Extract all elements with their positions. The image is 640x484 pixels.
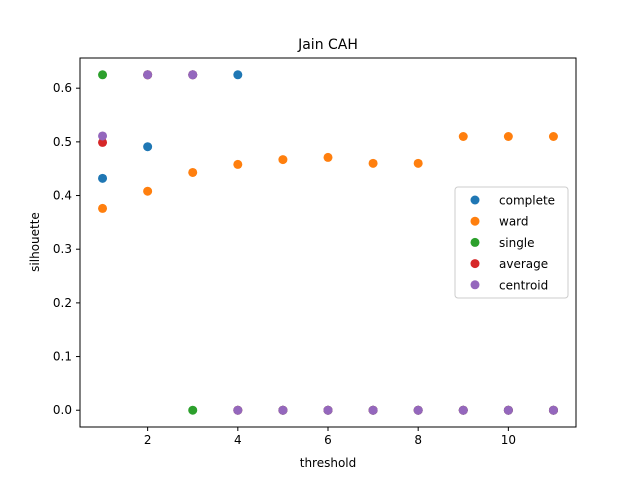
data-point-ward-5 [323,152,333,162]
y-axis-ticks: 0.0 0.1 0.2 0.3 0.4 0.5 0.6 [53,81,80,417]
data-point-centroid-4 [278,405,288,415]
legend-marker-average [470,259,480,269]
data-point-centroid-7 [413,405,423,415]
data-point-ward-9 [503,132,513,141]
data-point-centroid-0 [98,131,108,141]
y-tick-label: 0.1 [53,350,72,364]
data-point-complete-0 [98,173,108,183]
legend: complete ward single average centroid [454,186,569,299]
y-tick-label: 0.6 [53,81,72,95]
x-tick-label: 8 [414,433,422,447]
data-point-centroid-3 [233,405,243,415]
data-point-centroid-5 [323,405,333,415]
data-point-centroid-6 [368,405,378,415]
data-point-single-2 [188,405,198,415]
legend-marker-single [470,237,480,247]
data-point-complete-3 [233,70,243,80]
legend-marker-complete [470,195,480,205]
data-point-single-0 [98,70,108,80]
data-point-ward-3 [233,159,243,169]
data-point-average-0 [98,137,108,147]
data-marks [98,70,558,415]
data-point-ward-1 [143,186,153,196]
legend-label-average: average [499,257,548,271]
y-tick-label: 0.4 [53,189,72,203]
data-point-ward-4 [278,155,288,165]
legend-label-single: single [499,236,535,250]
data-point-centroid-1 [143,70,153,80]
legend-label-ward: ward [499,215,529,229]
data-point-ward-6 [368,158,378,168]
legend-marker-centroid [470,280,480,290]
data-point-ward-0 [98,203,108,213]
x-tick-label: 10 [501,433,516,447]
y-tick-label: 0.0 [53,403,72,417]
y-tick-label: 0.2 [53,296,72,310]
data-point-ward-2 [188,167,198,177]
chart-title: Jain CAH [297,37,358,53]
legend-label-complete: complete [499,194,555,208]
data-point-centroid-9 [503,405,513,415]
legend-box [454,186,569,299]
data-point-ward-7 [413,158,423,168]
data-point-complete-1 [143,142,153,152]
legend-marker-ward [470,216,480,226]
legend-label-centroid: centroid [499,278,548,292]
x-axis-label: threshold [300,456,357,470]
data-point-centroid-2 [188,70,198,80]
x-tick-label: 4 [234,433,242,447]
x-tick-label: 6 [324,433,332,447]
data-point-centroid-10 [548,405,558,415]
y-tick-label: 0.3 [53,242,72,256]
x-tick-label: 2 [144,433,152,447]
data-point-ward-10 [548,132,558,141]
x-axis-ticks: 2 4 6 8 10 [144,427,516,447]
y-axis-label: silhouette [28,212,42,272]
y-tick-label: 0.5 [53,135,72,149]
data-point-ward-8 [458,132,468,141]
data-point-centroid-8 [458,405,468,415]
